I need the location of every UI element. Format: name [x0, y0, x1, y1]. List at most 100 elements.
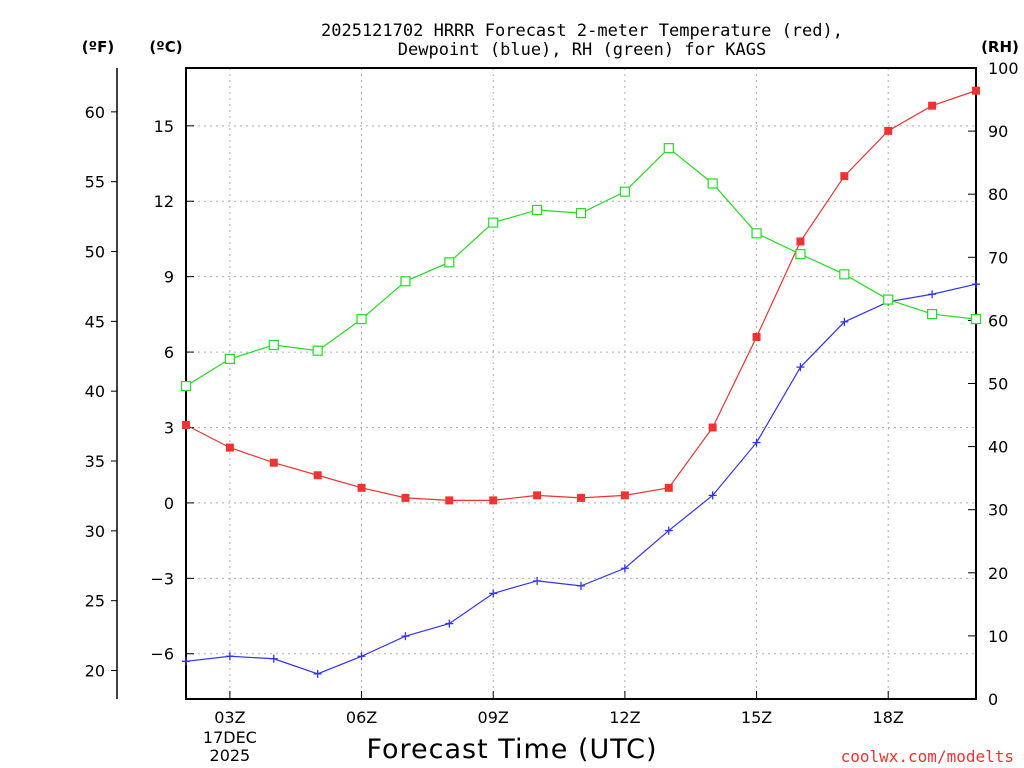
dewpoint-point — [796, 363, 805, 372]
rh-point — [400, 276, 411, 287]
rh-point — [224, 353, 235, 364]
rh-point — [619, 186, 630, 197]
rh-tick-label: 60 — [988, 311, 1008, 330]
temperature-point — [269, 458, 278, 467]
temperature-point — [401, 493, 410, 502]
celsius-tick-label: 3 — [164, 418, 174, 437]
dewpoint-point — [313, 669, 322, 678]
dewpoint-point — [664, 526, 673, 535]
celsius-tick-label: 0 — [164, 494, 174, 513]
temperature-point — [664, 483, 673, 492]
x-tick-label: 03Z — [214, 708, 245, 727]
dewpoint-point — [533, 576, 542, 585]
rh-point — [268, 339, 279, 351]
x-tick-sublabel-year: 2025 — [210, 746, 251, 765]
rh-point — [532, 204, 543, 216]
rh-tick-label: 90 — [988, 122, 1008, 141]
celsius-tick-label: −3 — [150, 569, 174, 588]
dewpoint-point — [708, 491, 717, 500]
celsius-unit-label: (ºC) — [149, 38, 182, 56]
temperature-point — [840, 172, 849, 181]
rh-point — [839, 269, 850, 280]
celsius-tick-label: −6 — [150, 645, 174, 664]
chart-title-line2: Dewpoint (blue), RH (green) for KAGS — [398, 40, 766, 60]
temperature-point — [577, 493, 585, 502]
x-axis-title: Forecast Time (UTC) — [366, 734, 657, 765]
rh-point — [751, 228, 762, 239]
watermark: coolwx.com/modelts — [841, 747, 1014, 766]
temperature-point — [313, 471, 322, 480]
celsius-tick-label: 9 — [164, 268, 174, 287]
temperature-line — [185, 90, 977, 501]
rh-point — [444, 257, 455, 268]
rh-tick-label: 70 — [988, 248, 1008, 267]
dewpoint-point — [489, 589, 498, 598]
temperature-point — [182, 420, 190, 429]
fahrenheit-tick-label: 60 — [85, 103, 105, 122]
rh-point — [180, 380, 192, 392]
temperature-point — [752, 332, 761, 341]
temperature-point — [533, 491, 542, 500]
dewpoint-point — [928, 290, 937, 299]
rh-point — [356, 314, 367, 325]
rh-tick-label: 40 — [988, 438, 1008, 457]
dewpoint-point — [357, 652, 366, 661]
fahrenheit-tick-label: 25 — [85, 592, 105, 611]
fahrenheit-tick-label: 30 — [85, 522, 105, 541]
temperature-point — [225, 443, 234, 452]
dewpoint-point — [445, 619, 454, 628]
temperature-point — [620, 491, 629, 500]
rh-tick-label: 80 — [988, 185, 1008, 204]
x-tick-label: 12Z — [609, 708, 640, 727]
x-tick-label: 06Z — [346, 708, 377, 727]
rh-tick-label: 0 — [988, 690, 998, 709]
temperature-point — [489, 496, 498, 505]
rh-unit-label: (RH) — [981, 38, 1019, 56]
rh-tick-label: 30 — [988, 501, 1008, 520]
temperature-point — [884, 126, 893, 135]
rh-point — [795, 249, 806, 260]
fahrenheit-tick-label: 55 — [85, 173, 105, 192]
rh-point — [312, 345, 323, 356]
fahrenheit-tick-label: 50 — [85, 243, 105, 262]
celsius-tick-label: 6 — [164, 343, 174, 362]
rh-point — [927, 308, 938, 320]
fahrenheit-tick-label: 45 — [85, 312, 105, 331]
fahrenheit-unit-label: (ºF) — [82, 38, 114, 56]
dewpoint-point — [620, 564, 629, 573]
temperature-point — [796, 237, 805, 246]
temperature-point — [445, 496, 454, 505]
x-tick-label: 18Z — [873, 708, 904, 727]
temperature-point — [357, 483, 366, 492]
rh-point — [663, 143, 674, 154]
dewpoint-point — [972, 280, 980, 289]
dewpoint-point — [401, 632, 410, 641]
x-tick-sublabel-date: 17DEC — [203, 728, 257, 747]
rh-tick-label: 20 — [988, 564, 1008, 583]
rh-tick-label: 100 — [988, 59, 1019, 78]
temperature-point — [928, 101, 937, 110]
dewpoint-point — [182, 657, 190, 666]
rh-tick-label: 10 — [988, 627, 1008, 646]
rh-point — [883, 294, 894, 305]
fahrenheit-tick-label: 20 — [85, 662, 105, 681]
dewpoint-point — [752, 438, 761, 447]
celsius-tick-label: 15 — [154, 117, 174, 136]
fahrenheit-tick-label: 35 — [85, 452, 105, 471]
temperature-point — [972, 86, 980, 95]
series-layer — [180, 86, 982, 678]
dewpoint-point — [269, 654, 278, 663]
rh-point — [488, 217, 499, 228]
rh-point — [707, 178, 718, 189]
dewpoint-line — [185, 283, 977, 675]
rh-line — [185, 147, 977, 387]
rh-point — [575, 208, 587, 219]
x-tick-label: 09Z — [478, 708, 509, 727]
chart-title-line1: 2025121702 HRRR Forecast 2-meter Tempera… — [321, 21, 843, 41]
rh-point — [970, 314, 982, 325]
dewpoint-point — [577, 581, 585, 590]
rh-tick-label: 50 — [988, 375, 1008, 394]
dewpoint-point — [225, 652, 234, 661]
